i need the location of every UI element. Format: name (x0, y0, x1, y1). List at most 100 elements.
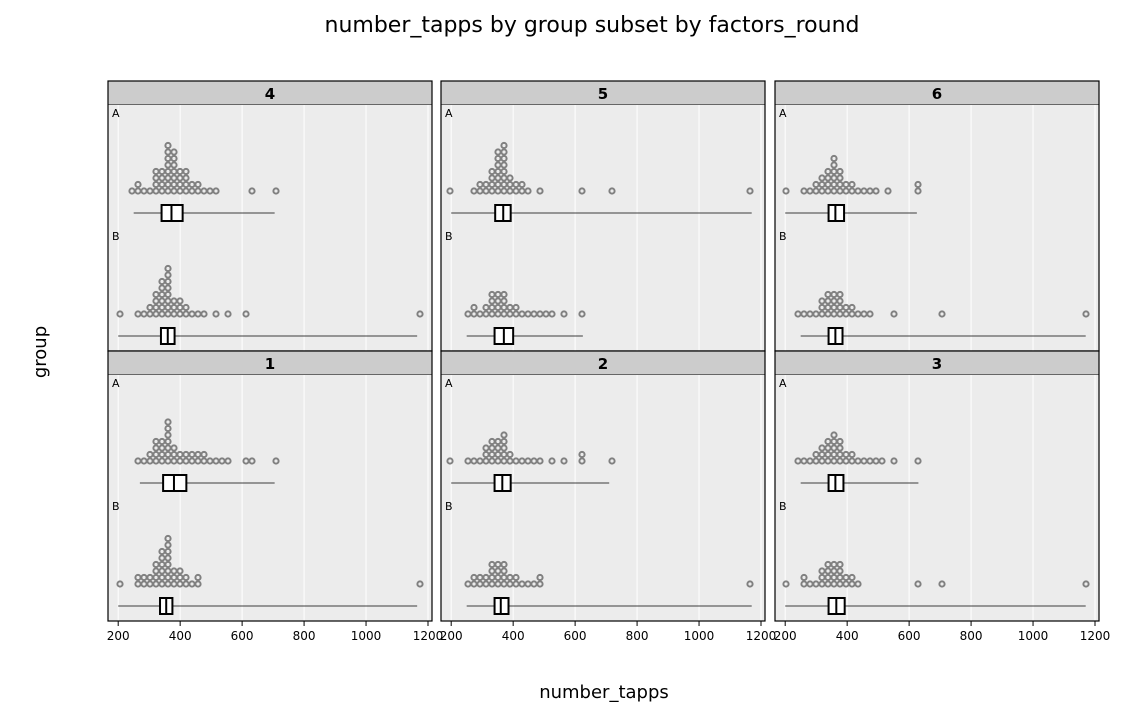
data-point (416, 580, 424, 588)
data-point (272, 457, 280, 465)
x-tick-label: 800 (626, 629, 649, 643)
data-point (854, 580, 862, 588)
x-axis: 200 400 600 800 1000 1200 (440, 621, 777, 643)
data-point (782, 580, 790, 588)
data-point (836, 167, 844, 176)
data-point (182, 573, 190, 582)
data-point (836, 290, 844, 299)
data-point (536, 187, 544, 195)
group-A: A (779, 377, 922, 492)
data-point (164, 554, 172, 562)
group-B: B (779, 230, 1090, 345)
group-label: A (445, 107, 453, 120)
data-point (176, 567, 184, 575)
data-point (446, 457, 454, 465)
data-point (224, 310, 232, 318)
panel-strip-label: 5 (598, 85, 608, 103)
x-tick-label: 400 (836, 629, 859, 643)
data-point (1082, 310, 1090, 318)
x-tick-label: 1200 (1080, 629, 1111, 643)
data-point (866, 310, 874, 318)
data-point (200, 310, 208, 318)
x-tick-label: 1200 (746, 629, 777, 643)
x-tick-label: 400 (169, 629, 192, 643)
data-point (500, 567, 508, 575)
x-tick-label: 600 (898, 629, 921, 643)
data-point (272, 187, 280, 195)
data-point (164, 264, 172, 273)
panel-strip-label: 6 (932, 85, 942, 103)
data-point (164, 534, 172, 543)
data-point (164, 290, 172, 299)
data-point (170, 444, 178, 452)
data-point (512, 573, 520, 582)
data-point (578, 457, 586, 465)
x-tick-label: 200 (774, 629, 797, 643)
x-axis: 200 400 600 800 1000 1200 (774, 621, 1111, 643)
data-point (548, 310, 556, 318)
data-point (578, 450, 586, 459)
group-B: B (112, 500, 424, 615)
group-label: B (445, 500, 453, 513)
panel-background (108, 375, 432, 621)
x-tick-label: 800 (960, 629, 983, 643)
panel-strip (440, 80, 766, 106)
x-tick-label: 1000 (684, 629, 715, 643)
data-point (890, 310, 898, 318)
data-point (164, 541, 172, 549)
panel-1: 1 A B (107, 350, 433, 622)
group-label: B (112, 500, 120, 513)
data-point (170, 148, 178, 156)
data-point (548, 457, 556, 465)
data-point (518, 180, 526, 189)
data-point (170, 161, 178, 169)
group-B: B (445, 500, 754, 615)
data-point (746, 187, 754, 195)
group-A: A (445, 107, 754, 222)
data-point (224, 457, 232, 465)
panel-background (441, 375, 765, 621)
data-point (170, 154, 178, 163)
data-point (914, 457, 922, 465)
data-point (164, 271, 172, 279)
data-point (194, 580, 202, 588)
data-point (200, 450, 208, 459)
data-point (848, 180, 856, 189)
data-point (848, 303, 856, 312)
panel-background (441, 105, 765, 351)
data-point (872, 187, 880, 195)
group-label: A (779, 377, 787, 390)
group-label: A (112, 107, 120, 120)
group-label: A (779, 107, 787, 120)
data-point (578, 310, 586, 318)
data-point (506, 450, 514, 459)
panel-strip-label: 4 (265, 85, 275, 103)
data-point (884, 187, 892, 195)
data-point (500, 148, 508, 156)
group-label: B (779, 500, 787, 513)
data-point (836, 444, 844, 452)
panel-strip (107, 350, 433, 376)
group-label: A (112, 377, 120, 390)
panel-strip-label: 3 (932, 355, 942, 373)
data-point (914, 180, 922, 189)
data-point (746, 580, 754, 588)
data-point (164, 424, 172, 433)
data-point (836, 174, 844, 182)
x-tick-label: 200 (107, 629, 130, 643)
panel-5: 5 A B (440, 80, 766, 352)
data-point (500, 161, 508, 169)
panel-strip-label: 2 (598, 355, 608, 373)
data-point (890, 457, 898, 465)
data-point (524, 187, 532, 195)
x-tick-label: 600 (231, 629, 254, 643)
data-point (182, 174, 190, 182)
data-point (848, 573, 856, 582)
group-label: B (445, 230, 453, 243)
data-point (830, 154, 838, 163)
group-B: B (445, 230, 586, 345)
data-point (830, 431, 838, 439)
x-axis: 200 400 600 800 1000 1200 (107, 621, 443, 643)
data-point (164, 431, 172, 439)
